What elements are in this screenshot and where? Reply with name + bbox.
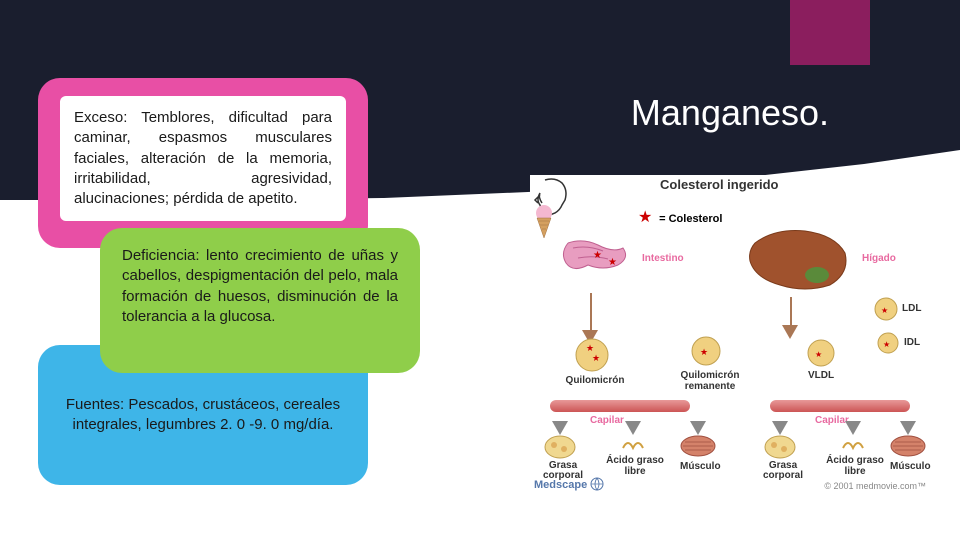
liver-icon [745, 223, 855, 298]
diagram-footer-left: Medscape [534, 477, 604, 491]
label-acido-r: Ácido graso libre [825, 455, 885, 477]
globe-icon [590, 477, 604, 491]
card-deficiencia-text: Deficiencia: lento crecimiento de uñas y… [122, 246, 398, 327]
muscle-icon [888, 433, 928, 459]
arrow-icon [782, 325, 798, 339]
slide-title: Manganeso. [580, 92, 880, 134]
arrow-icon [845, 421, 861, 435]
label-musculo-r: Músculo [890, 461, 931, 472]
label-capilar-l: Capilar [590, 415, 624, 426]
label-grasa-r: Grasa corporal [758, 461, 808, 481]
capillary-left [550, 400, 690, 412]
label-intestino: Intestino [642, 253, 684, 264]
arrow-icon [772, 421, 788, 435]
muscle-icon [678, 433, 718, 459]
fatty-acid-icon [838, 433, 868, 455]
label-quilomicron-rem: Quilomicrón remanente [670, 370, 750, 392]
card-deficiencia: Deficiencia: lento crecimiento de uñas y… [100, 228, 420, 373]
vldl-icon: ★ [805, 337, 837, 369]
card-fuentes-text: Fuentes: Pescados, crustáceos, cereales … [60, 395, 346, 436]
accent-tab [790, 0, 870, 65]
svg-text:★: ★ [593, 250, 602, 261]
quilomicron-rem-icon: ★ [688, 333, 724, 369]
svg-text:★: ★ [883, 340, 890, 349]
star-icon: ★ [638, 209, 652, 226]
label-acido-l: Ácido graso libre [605, 455, 665, 477]
capillary-right [770, 400, 910, 412]
intestine-icon: ★ ★ [558, 233, 638, 293]
label-capilar-r: Capilar [815, 415, 849, 426]
svg-text:★: ★ [592, 353, 600, 363]
svg-text:★: ★ [700, 347, 708, 357]
label-vldl: VLDL [808, 370, 834, 381]
label-higado: Hígado [862, 253, 896, 264]
svg-text:★: ★ [881, 306, 888, 315]
label-ldl: LDL [902, 303, 921, 314]
card-exceso: Exceso: Temblores, dificultad para camin… [38, 78, 368, 248]
idl-icon: ★ [875, 330, 901, 356]
diagram-footer-right: © 2001 medmovie.com™ [824, 481, 926, 491]
legend-text: = Colesterol [659, 213, 722, 225]
card-exceso-text: Exceso: Temblores, dificultad para camin… [60, 96, 346, 221]
label-quilomicron: Quilomicrón [560, 375, 630, 386]
legend: ★ = Colesterol [638, 207, 722, 227]
arrow-icon [690, 421, 706, 435]
arrow-line [590, 293, 592, 333]
ldl-icon: ★ [872, 295, 900, 323]
svg-text:★: ★ [608, 257, 617, 268]
fatty-acid-icon [618, 433, 648, 455]
diagram-title: Colesterol ingerido [660, 177, 778, 192]
svg-text:★: ★ [815, 350, 822, 359]
arrow-icon [900, 421, 916, 435]
cholesterol-diagram: Colesterol ingerido ★ = Colesterol ★ ★ I… [530, 175, 930, 495]
arrow-icon [552, 421, 568, 435]
svg-text:★: ★ [586, 343, 594, 353]
fat-icon [762, 433, 798, 461]
fat-icon [542, 433, 578, 461]
label-musculo-l: Músculo [680, 461, 721, 472]
arrow-line [790, 297, 792, 327]
arrow-icon [625, 421, 641, 435]
quilomicron-icon: ★ ★ [572, 335, 612, 375]
label-idl: IDL [904, 337, 920, 348]
